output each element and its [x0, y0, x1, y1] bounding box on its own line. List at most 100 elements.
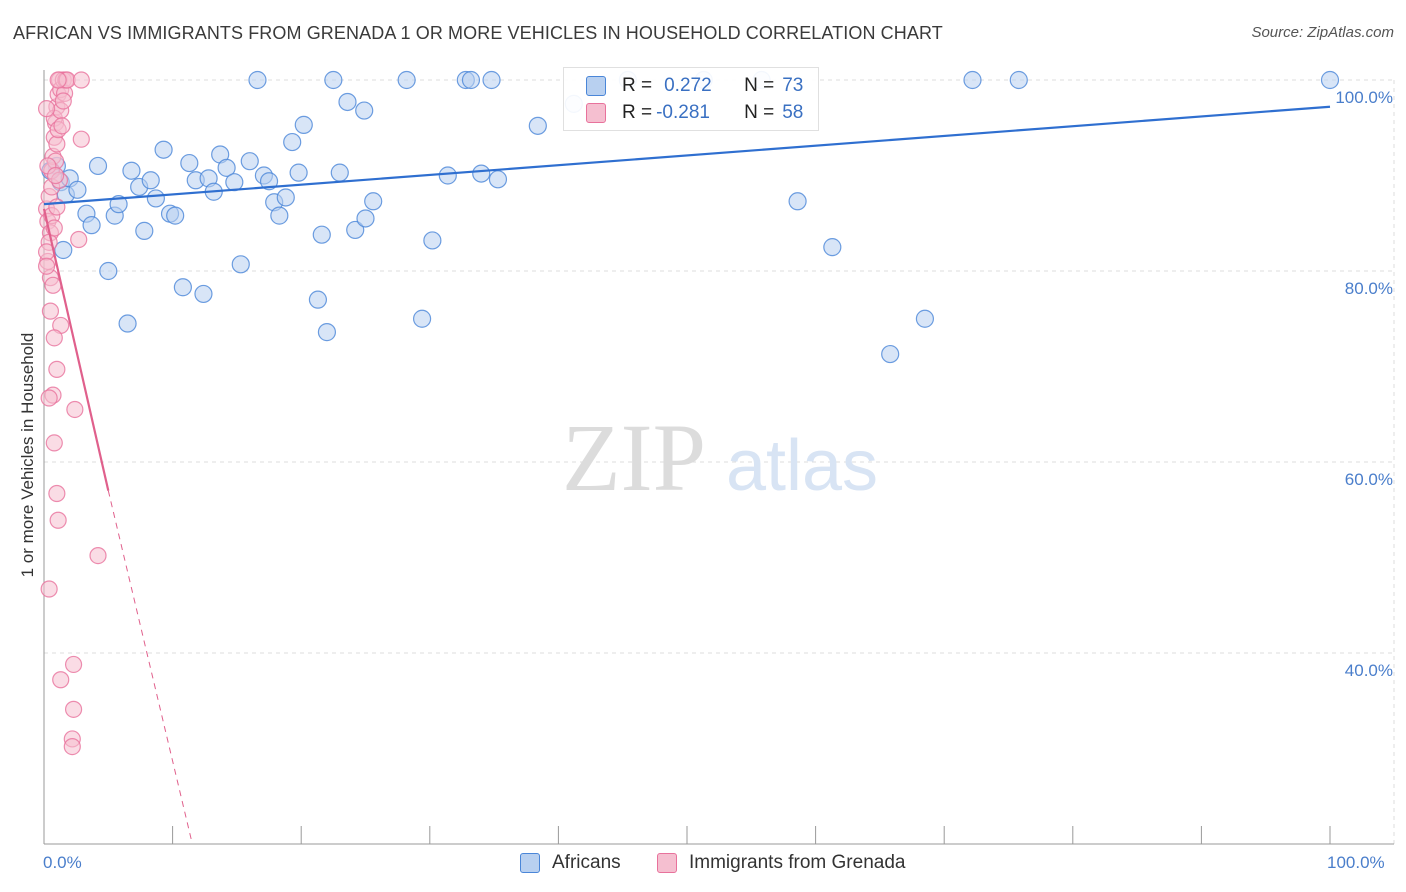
africans-point	[217, 158, 236, 177]
africans-point	[915, 309, 935, 328]
grenada-trendline-extension	[107, 490, 193, 843]
africans-point	[317, 323, 337, 342]
africans-point	[240, 152, 259, 171]
africans-point	[270, 206, 289, 225]
grenada-point	[72, 130, 90, 148]
grenada-point	[54, 92, 72, 110]
africans-point	[346, 220, 365, 240]
africans-point	[324, 70, 343, 90]
africans-point	[881, 344, 900, 364]
grenada-point	[37, 100, 56, 118]
africans-point	[122, 161, 141, 180]
africans-point	[397, 70, 416, 90]
africans-point	[412, 309, 432, 328]
africans-point	[276, 188, 295, 207]
africans-point	[154, 140, 173, 159]
grenada-swatch	[657, 853, 677, 873]
africans-point	[461, 70, 481, 90]
africans-point	[248, 70, 267, 90]
grenada-point	[49, 511, 67, 529]
africans-point	[289, 163, 308, 182]
watermark-zip: ZIP	[562, 404, 706, 511]
y-tick-label: 60.0%	[1345, 470, 1393, 489]
africans-point	[82, 216, 101, 235]
africans-point	[308, 290, 328, 309]
legend-item-africans[interactable]: Africans	[520, 852, 621, 874]
legend-item-grenada[interactable]: Immigrants from Grenada	[657, 852, 905, 874]
y-tick-label: 40.0%	[1345, 661, 1393, 680]
r-value: -0.281	[656, 102, 710, 123]
grenada-point	[49, 71, 67, 89]
grenada-point	[41, 302, 60, 320]
africans-point	[438, 166, 457, 185]
africans-swatch	[520, 853, 540, 873]
africans-point	[423, 231, 442, 250]
africans-point	[330, 163, 349, 182]
africans-trendline	[43, 105, 1331, 206]
africans-point	[355, 101, 374, 120]
africans-point	[118, 314, 137, 333]
series-legend: Africans Immigrants from Grenada	[0, 852, 1406, 878]
r-label: R =	[622, 75, 653, 96]
africans-point	[141, 171, 160, 190]
africans-point	[482, 70, 501, 90]
africans-point	[146, 189, 165, 208]
n-label: N =	[744, 102, 775, 123]
legend-label-grenada: Immigrants from Grenada	[689, 852, 906, 873]
africans-point	[1009, 70, 1028, 90]
africans-point	[173, 278, 192, 297]
correlation-legend: R = 0.272 N = 73 R = -0.281 N = 58	[563, 67, 819, 131]
africans-point	[166, 206, 185, 225]
r-value: 0.272	[664, 75, 712, 96]
grenada-point	[40, 580, 58, 598]
legend-row-africans: R = 0.272 N = 73	[586, 74, 803, 98]
africans-point	[135, 221, 154, 240]
y-tick-labels: 40.0% 60.0% 80.0% 100.0%	[1335, 88, 1393, 680]
grenada-trendline	[42, 208, 110, 491]
y-tick-label: 80.0%	[1345, 279, 1393, 298]
africans-point	[1320, 70, 1340, 90]
grenada-point	[64, 655, 83, 674]
n-value: 58	[782, 102, 804, 123]
africans-point	[231, 255, 250, 274]
watermark: ZIP atlas	[562, 404, 878, 511]
africans-point	[180, 153, 199, 173]
africans-point	[528, 116, 547, 135]
grenada-point	[64, 700, 83, 718]
grenada-point	[53, 117, 71, 135]
grenada-point	[48, 360, 66, 378]
grenada-point	[37, 257, 56, 275]
africans-point	[68, 180, 87, 199]
africans-point	[488, 170, 508, 189]
africans-point	[472, 164, 491, 183]
chart-title: AFRICAN VS IMMIGRANTS FROM GRENADA 1 OR …	[13, 23, 943, 43]
trendlines	[42, 105, 1331, 843]
africans-point	[99, 261, 118, 281]
grenada-point	[45, 329, 63, 347]
grenada-point	[52, 671, 70, 689]
africans-point	[283, 132, 302, 152]
africans-point	[364, 192, 383, 211]
source-label: Source: ZipAtlas.com	[1251, 24, 1394, 41]
africans-point	[338, 92, 357, 112]
africans-point	[225, 173, 244, 192]
n-label: N =	[744, 75, 775, 96]
gridlines	[44, 79, 1395, 844]
grenada-point	[48, 135, 66, 153]
r-label: R =	[622, 102, 653, 123]
africans-point	[194, 284, 213, 304]
grenada-point	[48, 198, 66, 216]
grenada-point	[72, 71, 90, 89]
africans-point	[356, 209, 375, 228]
grenada-swatch	[586, 103, 606, 123]
africans-point	[823, 238, 842, 257]
watermark-atlas: atlas	[726, 426, 878, 506]
grenada-point	[44, 276, 62, 294]
grenada-point	[46, 166, 65, 185]
grenada-point	[48, 484, 66, 503]
legend-row-grenada: R = -0.281 N = 58	[586, 101, 803, 125]
grenada-point	[63, 737, 81, 756]
x-tick-min: 0.0%	[43, 853, 82, 872]
africans-point	[259, 172, 279, 191]
